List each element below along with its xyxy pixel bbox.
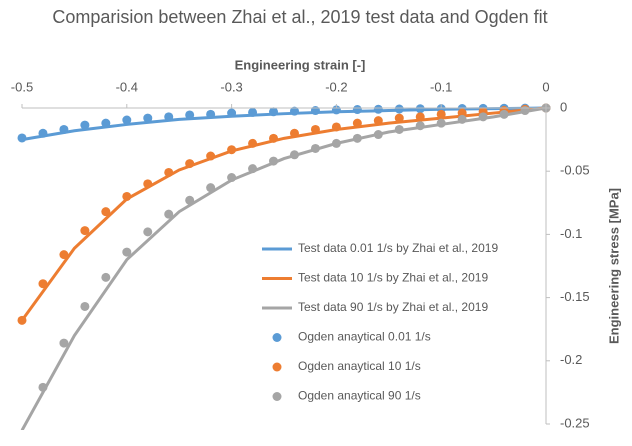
- data-point: [164, 112, 174, 122]
- data-point: [101, 118, 111, 128]
- data-point: [394, 104, 404, 114]
- data-point: [520, 106, 530, 116]
- data-point: [206, 183, 216, 193]
- data-point: [373, 104, 383, 114]
- legend-label: Test data 90 1/s by Zhai et al., 2019: [298, 300, 488, 314]
- data-point: [185, 110, 195, 120]
- data-point: [248, 138, 258, 148]
- data-point: [436, 118, 446, 128]
- y-tick-label: -0.1: [560, 226, 582, 241]
- data-line: [20, 106, 547, 322]
- legend-swatch: [272, 362, 282, 372]
- data-point: [80, 301, 90, 311]
- data-point: [122, 247, 132, 257]
- data-point: [185, 195, 195, 205]
- data-point: [101, 207, 111, 217]
- data-point: [373, 116, 383, 126]
- data-point: [394, 124, 404, 134]
- data-point: [331, 122, 341, 132]
- data-point: [59, 338, 69, 348]
- y-tick-label: -0.15: [560, 289, 590, 304]
- data-point: [38, 382, 48, 392]
- data-point: [143, 227, 153, 237]
- chart-title: Comparision between Zhai et al., 2019 te…: [52, 7, 547, 27]
- data-point: [59, 250, 69, 260]
- data-point: [164, 209, 174, 219]
- data-point: [394, 113, 404, 123]
- data-line: [20, 106, 547, 430]
- data-point: [143, 179, 153, 189]
- y-tick-label: 0: [560, 99, 567, 114]
- data-point: [17, 133, 27, 143]
- data-point: [38, 128, 48, 138]
- data-point: [457, 108, 467, 118]
- data-point: [352, 133, 362, 143]
- data-point: [227, 173, 237, 183]
- legend-swatch: [272, 333, 282, 342]
- data-point: [269, 133, 279, 143]
- data-point: [59, 124, 69, 134]
- data-point: [310, 124, 320, 134]
- legend-label: Ogden anaytical 10 1/s: [298, 359, 421, 373]
- legend-label: Test data 0.01 1/s by Zhai et al., 2019: [298, 241, 498, 255]
- data-point: [415, 104, 425, 114]
- data-point: [122, 115, 132, 125]
- legend-label: Ogden anaytical 90 1/s: [298, 389, 421, 403]
- data-point: [80, 120, 90, 130]
- data-point: [436, 109, 446, 119]
- data-point: [227, 108, 237, 118]
- data-point: [415, 121, 425, 131]
- x-tick-label: -0.5: [11, 79, 33, 94]
- data-point: [415, 112, 425, 122]
- data-point: [101, 272, 111, 282]
- data-point: [227, 145, 237, 155]
- data-point: [269, 107, 279, 117]
- legend-label: Ogden anaytical 0.01 1/s: [298, 330, 431, 344]
- data-point: [310, 143, 320, 153]
- legend-label: Test data 10 1/s by Zhai et al., 2019: [298, 271, 488, 285]
- data-point: [122, 191, 132, 201]
- data-point: [373, 130, 383, 140]
- data-point: [206, 109, 216, 119]
- x-tick-label: -0.1: [430, 79, 452, 94]
- data-point: [352, 118, 362, 128]
- y-tick-label: -0.25: [560, 415, 590, 430]
- data-point: [185, 159, 195, 169]
- x-tick-label: -0.4: [116, 79, 138, 94]
- data-point: [331, 138, 341, 148]
- data-line: [21, 106, 547, 142]
- y-tick-label: -0.2: [560, 352, 582, 367]
- legend-swatch: [272, 392, 282, 401]
- data-point: [248, 164, 258, 174]
- data-point: [206, 151, 216, 161]
- data-point: [289, 150, 299, 160]
- data-point: [478, 112, 488, 122]
- data-point: [289, 128, 299, 138]
- data-point: [80, 226, 90, 236]
- data-point: [164, 167, 174, 177]
- data-point: [269, 156, 279, 166]
- data-point: [499, 109, 509, 119]
- y-axis-title: Engineering stress [MPa]: [606, 188, 621, 344]
- x-tick-label: -0.3: [220, 79, 242, 94]
- data-point: [457, 114, 467, 124]
- x-tick-label: -0.2: [325, 79, 347, 94]
- data-point: [17, 315, 27, 325]
- data-point: [143, 113, 153, 123]
- data-point: [289, 106, 299, 116]
- data-point: [310, 106, 320, 116]
- x-tick-label: 0: [542, 79, 549, 94]
- data-point: [38, 279, 48, 289]
- data-point: [248, 107, 258, 117]
- plot-area: [17, 103, 551, 430]
- x-axis-title: Engineering strain [-]: [235, 57, 366, 72]
- y-tick-label: -0.05: [560, 163, 590, 178]
- data-point: [352, 105, 362, 115]
